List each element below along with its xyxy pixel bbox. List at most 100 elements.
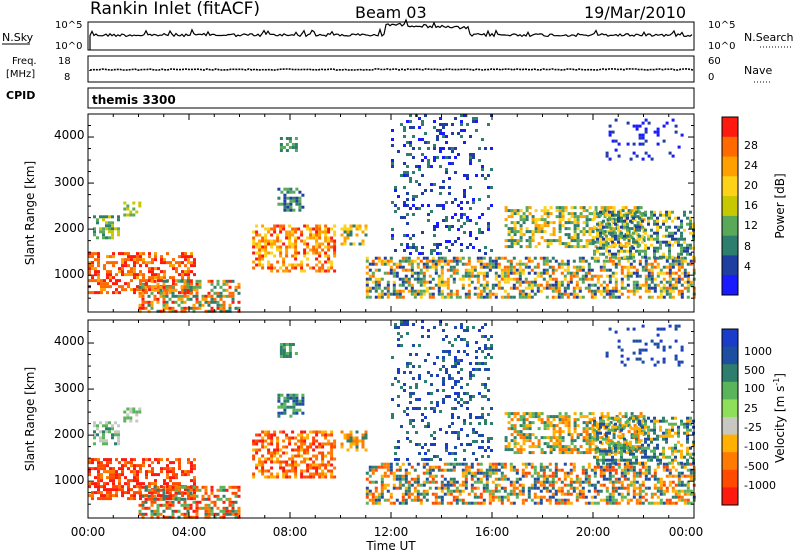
velocity-echo-cell [519, 451, 523, 455]
power-echo-cell [392, 262, 396, 266]
velocity-echo-cell [297, 433, 301, 437]
power-echo-cell [264, 245, 268, 249]
power-echo-cell [611, 240, 614, 244]
velocity-echo-cell [424, 359, 427, 362]
power-echo-cell [476, 271, 480, 275]
power-echo-cell [433, 249, 436, 252]
velocity-echo-cell [434, 474, 438, 478]
velocity-echo-cell [554, 489, 558, 493]
power-echo-cell [674, 231, 677, 235]
velocity-echo-cell [653, 474, 657, 478]
power-echo-cell [108, 215, 111, 219]
power-echo-cell [184, 264, 187, 268]
power-echo-cell [602, 268, 606, 272]
power-echo-cell [252, 239, 256, 243]
power-echo-cell [572, 274, 576, 278]
power-echo-cell [285, 254, 289, 258]
velocity-echo-cell [261, 430, 265, 434]
power-echo-cell [394, 210, 397, 213]
power-echo-cell [294, 239, 298, 243]
velocity-echo-cell [525, 433, 529, 437]
power-echo-cell [668, 277, 672, 281]
velocity-echo-cell [581, 489, 585, 493]
velocity-echo-cell [644, 498, 648, 502]
velocity-echo-cell [109, 470, 112, 474]
power-echo-cell [115, 282, 118, 286]
power-echo-cell [175, 261, 178, 265]
velocity-echo-cell [162, 488, 166, 492]
power-echo-cell [93, 227, 96, 231]
velocity-echo-cell [288, 355, 292, 358]
power-echo-cell [629, 234, 632, 238]
power-echo-cell [596, 222, 599, 226]
power-echo-cell [460, 120, 463, 123]
power-echo-cell [545, 295, 549, 299]
power-echo-cell [636, 206, 640, 210]
velocity-echo-cell [267, 457, 271, 461]
velocity-echo-cell [626, 471, 630, 475]
velocity-echo-cell [88, 485, 91, 489]
velocity-echo-cell [418, 398, 421, 401]
velocity-echo-cell [112, 473, 115, 477]
power-echo-cell [560, 271, 564, 275]
velocity-echo-cell [397, 338, 400, 341]
power-echo-cell [198, 282, 202, 286]
velocity-echo-cell [494, 471, 498, 475]
power-echo-cell [386, 262, 390, 266]
power-echo-cell [160, 255, 163, 259]
velocity-echo-cell [454, 383, 457, 386]
velocity-echo-cell [300, 436, 304, 440]
power-echo-cell [172, 267, 175, 271]
power-echo-cell [315, 242, 319, 246]
velocity-echo-cell [237, 509, 241, 513]
velocity-echo-cell [545, 477, 549, 481]
velocity-echo-cell [440, 483, 444, 487]
power-echo-cell [570, 206, 574, 210]
velocity-echo-cell [346, 433, 350, 437]
power-echo-cell [602, 219, 605, 223]
velocity-echo-cell [497, 498, 501, 502]
velocity-echo-cell [469, 374, 472, 377]
power-echo-cell [527, 265, 531, 269]
velocity-echo-cell [100, 479, 103, 483]
velocity-echo-cell [463, 392, 466, 395]
power-echo-cell [626, 289, 630, 293]
power-echo-cell [165, 300, 169, 304]
power-echo-cell [327, 257, 331, 261]
power-echo-cell [539, 271, 543, 275]
power-echo-cell [237, 300, 241, 304]
velocity-echo-cell [395, 498, 399, 502]
power-echo-cell [509, 271, 513, 275]
power-echo-cell [549, 239, 553, 243]
sky-panel-frame [87, 21, 695, 51]
velocity-echo-cell [291, 466, 295, 470]
velocity-echo-cell [466, 407, 469, 410]
power-echo-cell [587, 271, 591, 275]
power-echo-cell [449, 274, 453, 278]
velocity-echo-cell [584, 495, 588, 499]
power-echo-cell [415, 246, 418, 249]
power-echo-cell [318, 230, 322, 234]
velocity-echo-cell [154, 479, 157, 483]
velocity-echo-cell [303, 442, 307, 446]
velocity-echo-cell [566, 483, 570, 487]
velocity-echo-cell [391, 356, 394, 359]
velocity-echo-cell [418, 374, 421, 377]
power-echo-cell [602, 240, 605, 244]
velocity-echo-cell [321, 433, 325, 437]
power-echo-cell [596, 280, 600, 284]
power-echo-cell [386, 259, 390, 263]
velocity-echo-cell [398, 477, 402, 481]
power-echo-cell [608, 274, 612, 278]
power-echo-cell [169, 264, 172, 268]
power-echo-cell [127, 258, 130, 262]
velocity-echo-cell [292, 405, 296, 409]
velocity-echo-cell [605, 468, 609, 472]
power-echo-cell [579, 215, 583, 219]
power-echo-cell [210, 288, 214, 292]
power-echo-cell [301, 205, 305, 209]
power-echo-cell [295, 187, 299, 191]
power-echo-cell [97, 273, 100, 277]
power-echo-cell [674, 280, 678, 284]
velocity-echo-cell [491, 471, 495, 475]
